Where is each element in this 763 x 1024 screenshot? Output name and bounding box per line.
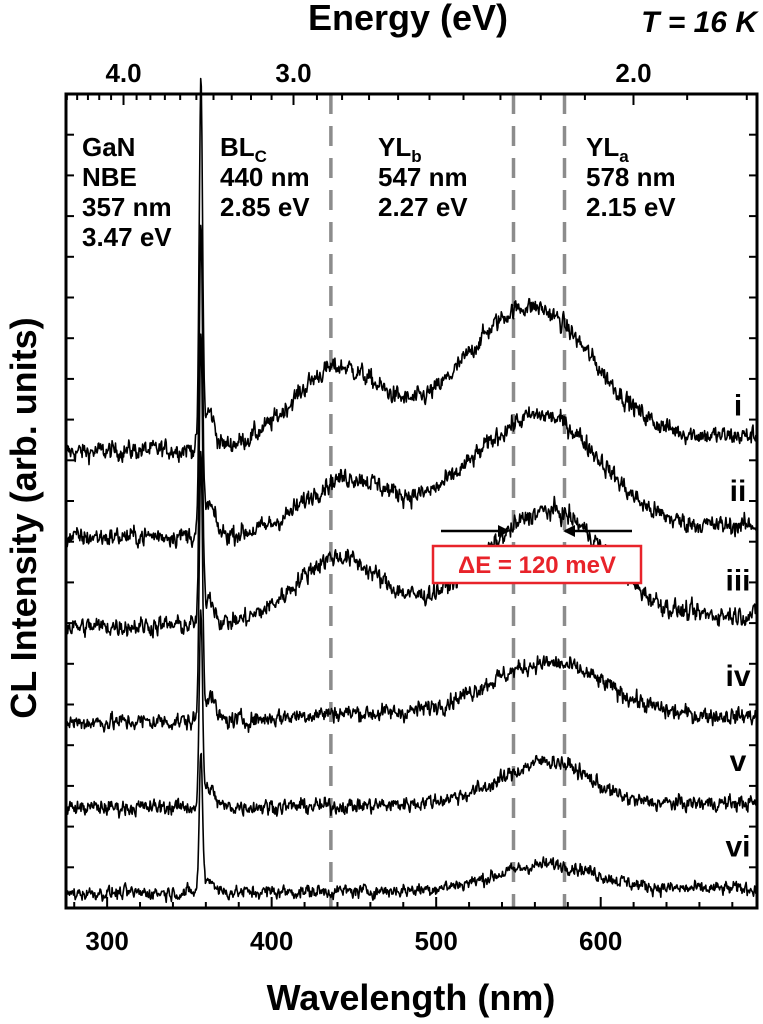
series-layer <box>65 77 758 904</box>
wavelength-axis-title: Wavelength (nm) <box>267 977 556 1018</box>
series-label-i: i <box>734 390 742 423</box>
annotation-1-line-1: 440 nm <box>220 162 310 192</box>
annotation-0-line-2: 357 nm <box>82 192 172 222</box>
annotation-3-line-1: 578 nm <box>586 162 676 192</box>
series-label-vi: vi <box>725 831 750 864</box>
energy-tick-label-4.0: 4.0 <box>105 58 141 88</box>
axes-layer: 300 400 500 600 4.0 3.0 2.0 <box>64 58 759 956</box>
annotation-1-line-0: BLC <box>220 132 267 166</box>
series-line-iii <box>65 333 758 639</box>
energy-tick-label-2.0: 2.0 <box>615 58 651 88</box>
dashed-lines-layer <box>329 94 567 908</box>
annotation-2-line-1: 547 nm <box>378 162 468 192</box>
series-line-vi <box>65 752 758 904</box>
annotation-3-sub: a <box>619 147 629 166</box>
annotation-3-line-0: YLa <box>586 132 629 166</box>
annotation-3-main: YL <box>586 132 619 162</box>
annotation-2-line-0: YLb <box>378 132 422 166</box>
annotation-2-sub: b <box>411 147 421 166</box>
delta-e-arrow-right-head <box>563 525 575 537</box>
series-label-iii: iii <box>725 565 750 598</box>
annotation-0-line-3: 3.47 eV <box>82 222 172 252</box>
x-tick-label-500: 500 <box>414 926 457 956</box>
annotation-2-main: YL <box>378 132 411 162</box>
delta-e-annotation: ΔE = 120 meV <box>431 544 643 585</box>
series-label-iv: iv <box>725 660 750 693</box>
annotation-1-sub: C <box>255 147 267 166</box>
delta-e-label: ΔE = 120 meV <box>458 552 616 579</box>
temperature-label: T = 16 K <box>641 6 759 39</box>
x-tick-label-300: 300 <box>85 926 128 956</box>
annotation-2-line-2: 2.27 eV <box>378 192 468 222</box>
series-line-ii <box>65 224 758 549</box>
delta-e-box <box>431 544 643 585</box>
energy-tick-label-3.0: 3.0 <box>275 58 311 88</box>
y-axis-title: CL Intensity (arb. units) <box>3 317 44 718</box>
x-tick-label-400: 400 <box>250 926 293 956</box>
series-label-ii: ii <box>730 475 747 508</box>
annotation-3-line-2: 2.15 eV <box>586 192 676 222</box>
series-line-iv <box>65 450 758 733</box>
annotation-0-line-0: GaN <box>82 132 135 162</box>
energy-axis-title: Energy (eV) <box>308 0 508 38</box>
annotation-1-line-2: 2.85 eV <box>220 192 310 222</box>
annotation-1-main: BL <box>220 132 255 162</box>
series-line-i <box>65 77 758 466</box>
series-line-v <box>65 609 758 819</box>
delta-e-arrow-left-head <box>498 525 510 537</box>
annotation-0-line-1: NBE <box>82 162 137 192</box>
series-label-v: v <box>730 745 747 778</box>
x-tick-label-600: 600 <box>579 926 622 956</box>
